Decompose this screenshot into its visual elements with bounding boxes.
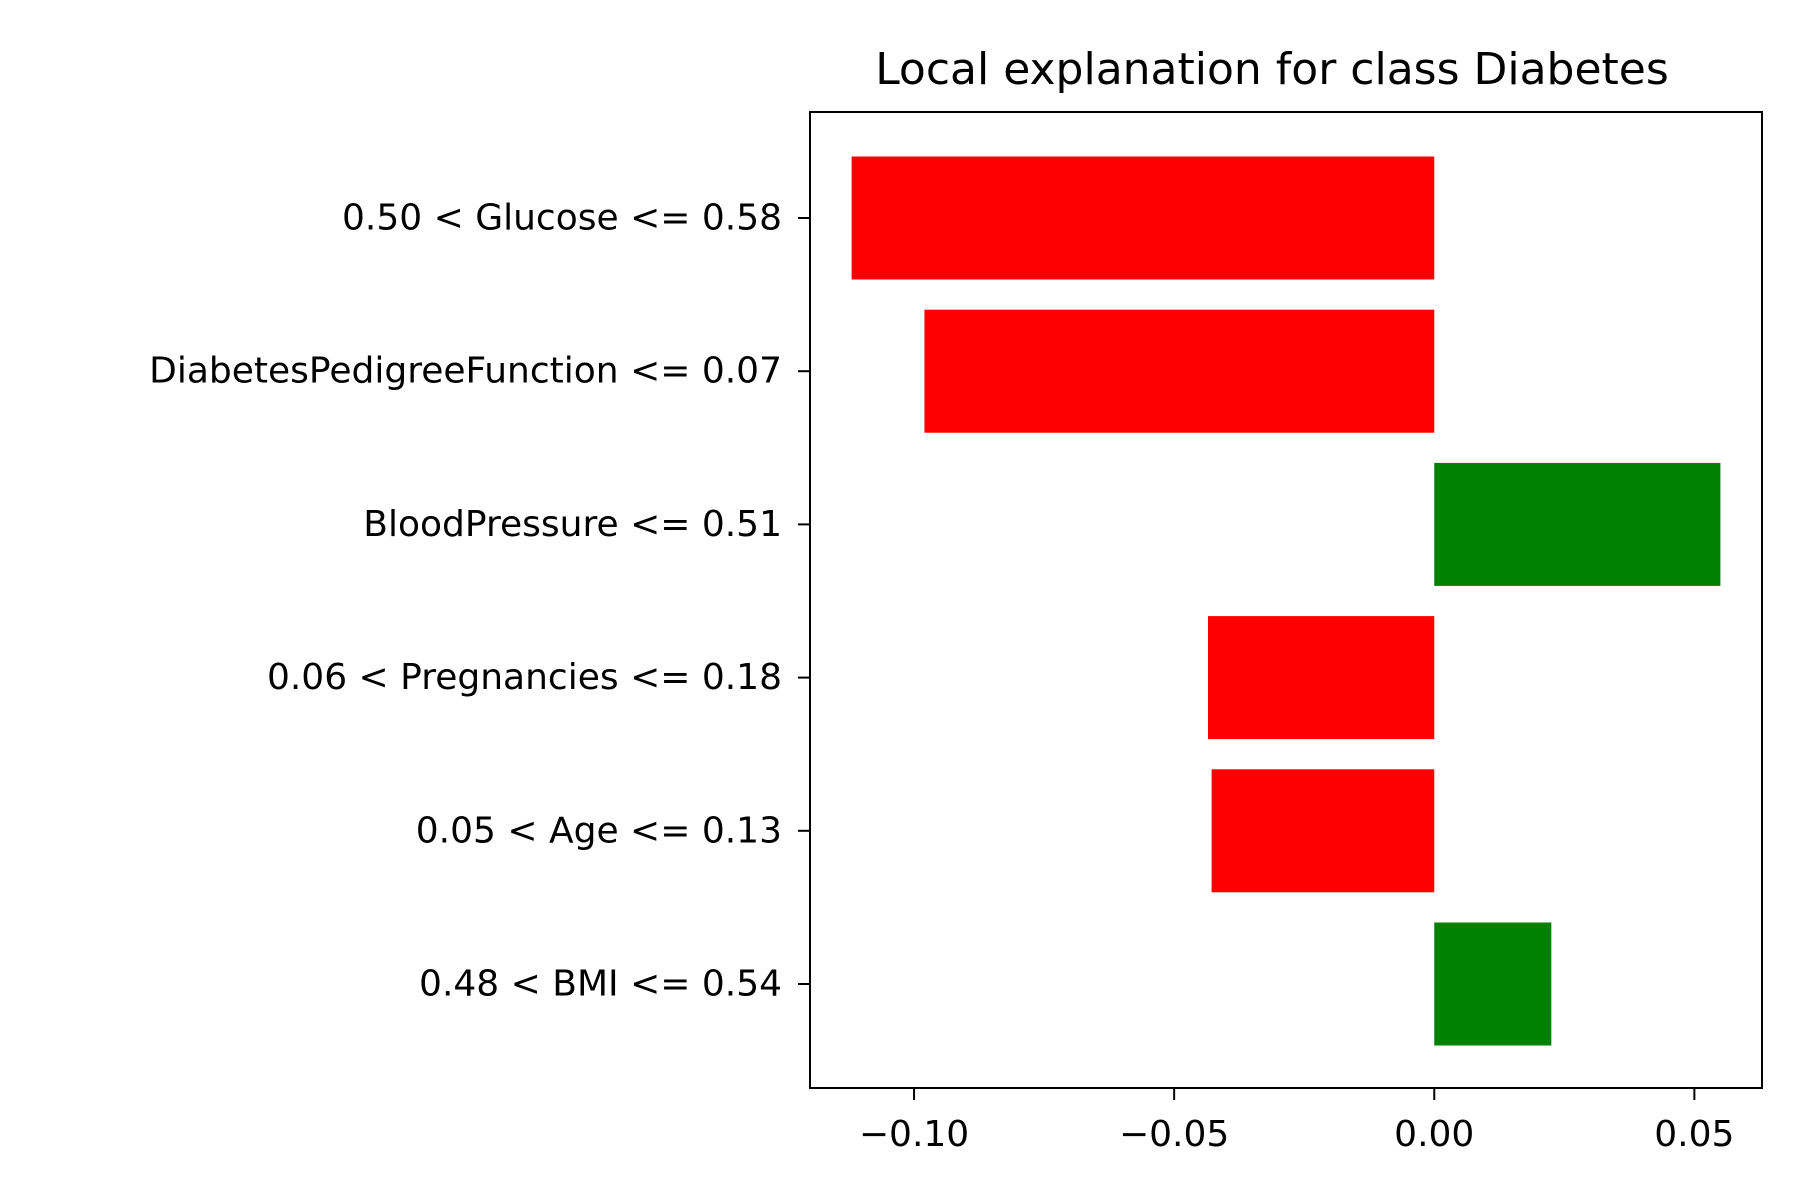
bar-2 — [1434, 462, 1721, 586]
y-tick-label-5: 0.48 < BMI <= 0.54 — [419, 964, 782, 1005]
bar-3 — [1207, 616, 1435, 740]
y-tick-label-4: 0.05 < Age <= 0.13 — [416, 810, 782, 851]
y-tick-label-2: BloodPressure <= 0.51 — [363, 504, 782, 545]
chart-title: Local explanation for class Diabetes — [875, 44, 1669, 95]
x-tick-label-3: 0.05 — [1654, 1114, 1734, 1155]
y-tick-label-3: 0.06 < Pregnancies <= 0.18 — [267, 657, 782, 698]
y-tick-label-0: 0.50 < Glucose <= 0.58 — [342, 198, 782, 239]
bars-group — [851, 156, 1721, 1046]
plot-frame — [809, 111, 1763, 1089]
x-tick-label-0: −0.10 — [859, 1114, 969, 1155]
y-axis: 0.50 < Glucose <= 0.58 DiabetesPedigreeFu… — [149, 198, 810, 1005]
x-tick-label-1: −0.05 — [1119, 1114, 1229, 1155]
bar-1 — [924, 309, 1435, 433]
x-tick-label-2: 0.00 — [1394, 1114, 1474, 1155]
bar-5 — [1434, 922, 1552, 1046]
x-axis: −0.10 −0.05 0.00 0.05 — [859, 1088, 1734, 1155]
bar-0 — [851, 156, 1435, 280]
y-tick-label-1: DiabetesPedigreeFunction <= 0.07 — [149, 351, 782, 392]
bar-4 — [1211, 769, 1435, 893]
